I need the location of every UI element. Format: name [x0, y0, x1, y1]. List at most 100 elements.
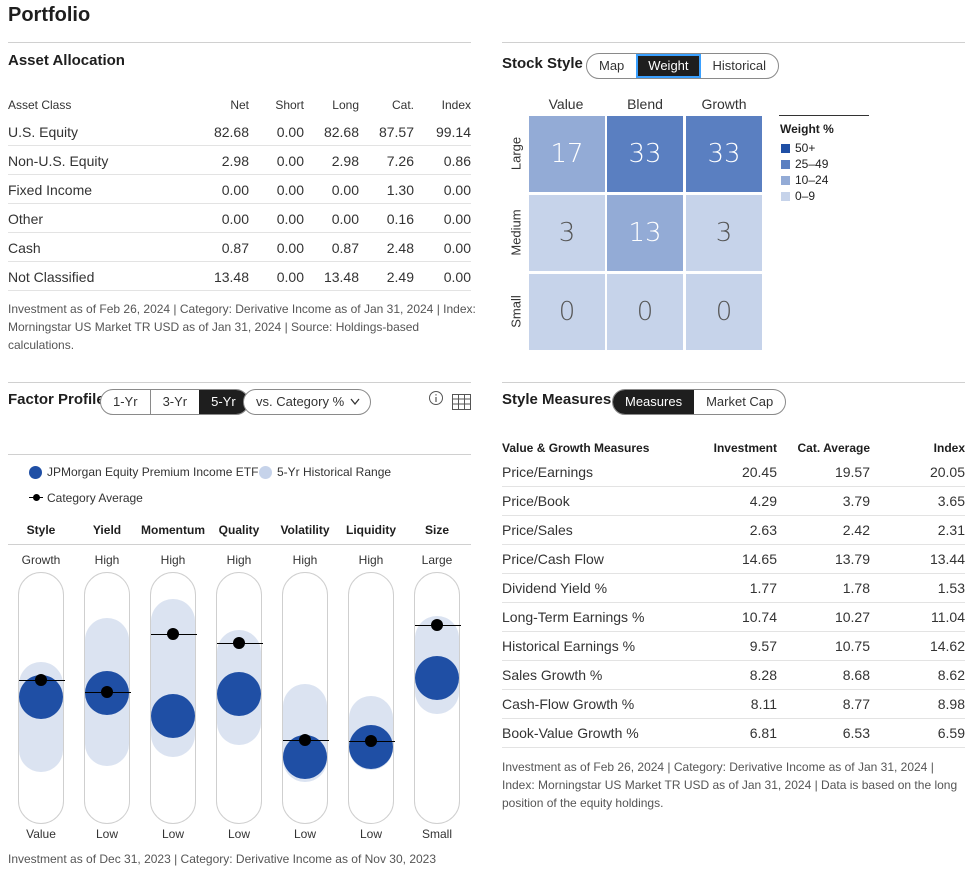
factor-label-yield: Yield [92, 523, 122, 537]
measure-name: Book-Value Growth % [502, 725, 639, 741]
factor-top-volatility: High [292, 553, 318, 567]
sm-col-measure: Value & Growth Measures [502, 441, 650, 455]
measure-name: Price/Earnings [502, 464, 594, 480]
tab-map[interactable]: Map [599, 58, 625, 73]
legend-label: 50+ [795, 141, 816, 155]
weight-legend-title: Weight % [780, 122, 834, 136]
style-cell-medium-blend: 13 [607, 195, 683, 271]
table-row: Price/Earnings 20.45 19.57 20.05 [502, 458, 965, 487]
asset-class-name: Not Classified [8, 269, 95, 285]
table-cell: 13.44 [929, 551, 965, 567]
table-cell: 13.48 [213, 269, 249, 285]
table-cell: 2.31 [937, 522, 965, 538]
table-cell: 0.00 [276, 240, 304, 256]
measure-name: Price/Cash Flow [502, 551, 604, 567]
table-cell: 11.04 [931, 609, 965, 625]
tab-5yr[interactable]: 5-Yr [199, 390, 248, 414]
tab-market-cap[interactable]: Market Cap [706, 394, 774, 409]
aa-col-long: Long [332, 98, 359, 112]
table-cell: 1.53 [937, 580, 965, 596]
table-cell: 0.00 [276, 124, 304, 140]
measure-name: Price/Sales [502, 522, 573, 538]
tab-1yr[interactable]: 1-Yr [113, 394, 138, 409]
table-cell: 6.59 [937, 725, 965, 741]
table-view-icon[interactable] [452, 394, 471, 415]
factor-top-liquidity: High [358, 553, 384, 567]
tab-measures[interactable]: Measures [613, 390, 695, 414]
legend-swatch [781, 144, 790, 153]
asset-class-name: Non-U.S. Equity [8, 153, 109, 169]
aa-col-cat: Cat. [391, 98, 414, 112]
table-cell: 1.78 [842, 580, 870, 596]
factor-top-momentum: High [160, 553, 186, 567]
category-dropdown-label: vs. Category % [256, 394, 345, 409]
sm-col-category: Cat. Average [797, 441, 870, 455]
table-cell: 0.00 [276, 153, 304, 169]
style-row-large: Large [508, 136, 524, 171]
table-cell: 99.14 [435, 124, 471, 140]
category-dot-volatility [299, 734, 311, 746]
table-cell: 13.79 [834, 551, 870, 567]
table-cell: 2.49 [386, 269, 414, 285]
stock-style-tabs: Map Weight Historical [586, 53, 779, 79]
table-row: Non-U.S. Equity 2.98 0.00 2.98 7.26 0.86 [8, 146, 471, 175]
measure-name: Dividend Yield % [502, 580, 608, 596]
tab-historical[interactable]: Historical [712, 58, 766, 73]
table-cell: 0.00 [443, 182, 471, 198]
tab-3yr[interactable]: 3-Yr [149, 390, 200, 414]
style-col-blend: Blend [627, 96, 663, 112]
category-dropdown[interactable]: vs. Category % [243, 389, 372, 415]
table-cell: 7.26 [386, 153, 414, 169]
table-cell: 19.57 [834, 464, 870, 480]
table-row: Not Classified 13.48 0.00 13.48 2.49 0.00 [8, 262, 471, 291]
table-cell: 0.00 [331, 211, 359, 227]
style-cell-large-value: 17 [529, 116, 605, 192]
style-cell-medium-value: 3 [529, 195, 605, 271]
style-measures-title: Style Measures [502, 391, 612, 408]
category-dot-size [431, 619, 443, 631]
table-cell: 8.11 [750, 696, 777, 712]
legend-label: 10–24 [795, 173, 829, 187]
table-cell: 0.00 [276, 211, 304, 227]
table-cell: 3.65 [937, 493, 965, 509]
factor-label-momentum: Momentum [141, 523, 205, 537]
tab-weight[interactable]: Weight [636, 54, 701, 78]
table-row: Price/Book 4.29 3.79 3.65 [502, 487, 965, 516]
style-col-growth: Growth [701, 96, 747, 112]
table-cell: 0.00 [443, 240, 471, 256]
factor-bottom-yield: Low [95, 827, 118, 841]
range-legend-dot [259, 466, 272, 479]
aa-col-asset-class: Asset Class [8, 98, 72, 112]
table-cell: 0.00 [221, 182, 249, 198]
factor-bottom-liquidity: Low [359, 827, 382, 841]
table-cell: 2.98 [221, 153, 249, 169]
table-row: Cash-Flow Growth % 8.11 8.77 8.98 [502, 690, 965, 719]
table-cell: 2.63 [749, 522, 777, 538]
legend-swatch [781, 192, 790, 201]
fund-legend-label: JPMorgan Equity Premium Income ETF [47, 465, 259, 479]
asset-class-name: Cash [8, 240, 41, 256]
factor-top-yield: High [94, 553, 120, 567]
table-row: U.S. Equity 82.68 0.00 82.68 87.57 99.14 [8, 117, 471, 146]
factor-top-style: Growth [21, 553, 61, 567]
measure-name: Price/Book [502, 493, 570, 509]
style-measures-note: Investment as of Feb 26, 2024 | Category… [502, 760, 958, 810]
table-cell: 6.81 [749, 725, 777, 741]
fund-dot-quality [217, 672, 261, 716]
info-icon[interactable] [428, 390, 444, 411]
table-cell: 2.98 [331, 153, 359, 169]
table-cell: 0.00 [443, 269, 471, 285]
table-row: Long-Term Earnings % 10.74 10.27 11.04 [502, 603, 965, 632]
table-cell: 8.98 [937, 696, 965, 712]
table-cell: 0.00 [443, 211, 471, 227]
table-cell: 8.77 [842, 696, 870, 712]
table-row: Fixed Income 0.00 0.00 0.00 1.30 0.00 [8, 175, 471, 204]
table-row: Historical Earnings % 9.57 10.75 14.62 [502, 632, 965, 661]
aa-col-index: Index [441, 98, 471, 112]
table-cell: 2.42 [842, 522, 870, 538]
table-row: Cash 0.87 0.00 0.87 2.48 0.00 [8, 233, 471, 262]
factor-bottom-quality: Low [227, 827, 250, 841]
legend-label: 25–49 [795, 157, 829, 171]
table-cell: 0.00 [276, 269, 304, 285]
table-cell: 8.28 [749, 667, 777, 683]
